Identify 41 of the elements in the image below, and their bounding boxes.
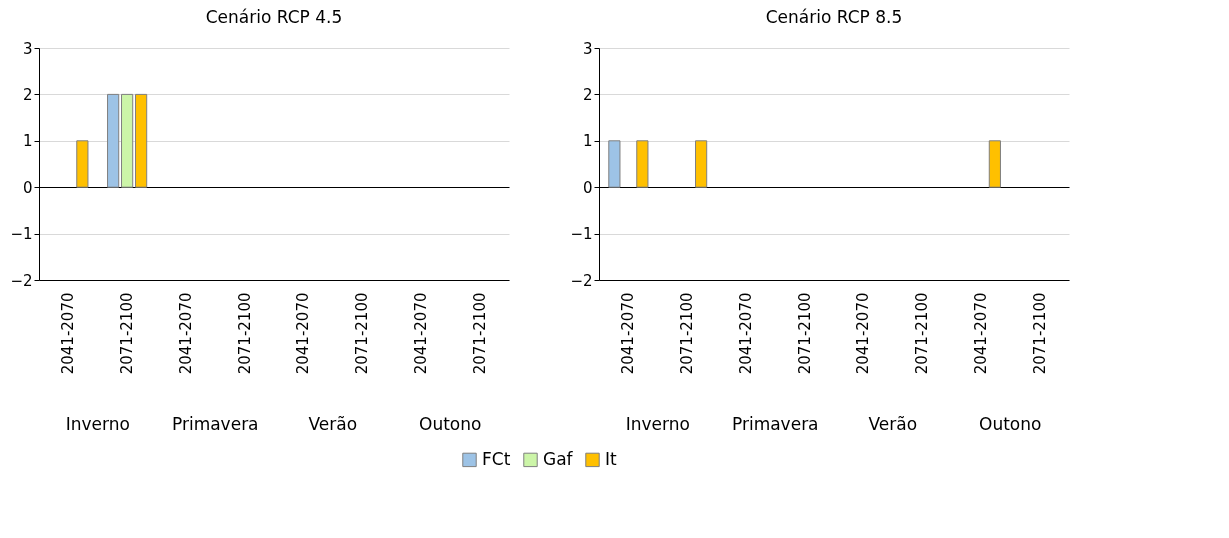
text: Outono: [979, 414, 1042, 434]
y-tick-label: 3: [22, 39, 33, 58]
x-tick-label: 2041-2070: [411, 292, 430, 375]
text: Outono: [419, 414, 482, 434]
text: Primavera: [171, 414, 259, 434]
y-tick-label: 1: [22, 132, 33, 151]
x-tick-label: 2071-2100: [353, 292, 372, 375]
x-tick-label: 2071-2100: [678, 292, 697, 375]
y-tick-label: 3: [582, 39, 593, 58]
x-tick-label: 2071-2100: [118, 292, 137, 375]
y-tick-label: 0: [582, 178, 593, 197]
y-tick-label: −1: [570, 225, 593, 244]
x-tick-label: 2041-2070: [736, 292, 755, 375]
y-tick-label: 0: [22, 178, 33, 197]
text: Primavera: [731, 414, 819, 434]
y-tick-label: −2: [570, 271, 593, 290]
x-tick-label: 2071-2100: [235, 292, 254, 375]
x-tick-label: 2071-2100: [795, 292, 814, 375]
x-tick-label: 2041-2070: [619, 292, 638, 375]
chart-title: Cenário RCP 4.5: [205, 7, 343, 27]
x-tick-label: 2071-2100: [913, 292, 932, 375]
y-tick-label: −1: [10, 225, 33, 244]
x-tick-label: 2071-2100: [470, 292, 489, 375]
x-tick-label: 2041-2070: [854, 292, 873, 375]
x-tick-label: 2041-2070: [176, 292, 195, 375]
y-tick-label: 2: [582, 85, 593, 104]
x-tick-label: 2041-2070: [59, 292, 78, 375]
text: Inverno: [65, 414, 130, 434]
text: Inverno: [625, 414, 690, 434]
legend-label: FCt: [482, 448, 511, 469]
legend-label: Gaf: [543, 448, 574, 469]
x-tick-label: 2041-2070: [971, 292, 990, 375]
y-tick-label: −2: [10, 271, 33, 290]
y-tick-label: 1: [582, 132, 593, 151]
text: Verão: [868, 414, 918, 434]
legend-label: It: [605, 448, 618, 469]
chart-title: Cenário RCP 8.5: [765, 7, 903, 27]
text: Verão: [308, 414, 358, 434]
x-tick-label: 2071-2100: [1030, 292, 1049, 375]
y-tick-label: 2: [22, 85, 33, 104]
x-tick-label: 2041-2070: [294, 292, 313, 375]
